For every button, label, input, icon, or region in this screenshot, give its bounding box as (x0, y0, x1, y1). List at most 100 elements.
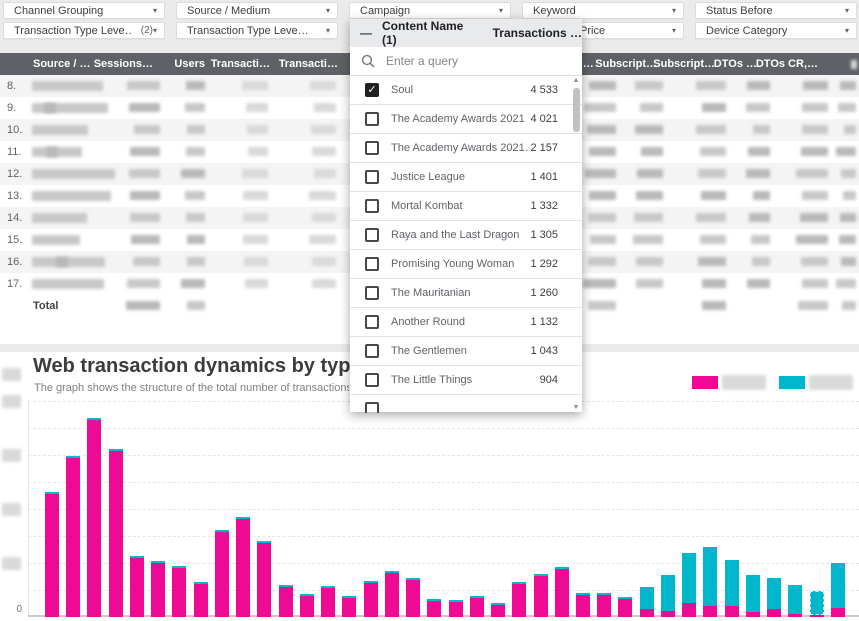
filter-option-soul[interactable]: ✓ Soul 4 533 (350, 76, 582, 105)
filter-search-input[interactable] (384, 53, 582, 69)
filter-chip-source-medium[interactable]: Source / Medium ▾ (176, 2, 338, 19)
column-header-source[interactable]: Source / … (33, 58, 91, 70)
unchecked-checkbox-icon[interactable] (365, 344, 379, 358)
chart-bar[interactable] (384, 571, 399, 617)
chart-bar[interactable] (745, 575, 760, 617)
redacted-cell (589, 235, 616, 244)
chart-bar[interactable] (767, 578, 782, 617)
chart-bar[interactable] (788, 585, 803, 617)
chart-bar[interactable] (129, 556, 144, 617)
scroll-up-icon[interactable]: ▲ (572, 77, 580, 84)
legend-swatch-cyan[interactable] (779, 376, 805, 389)
column-header-users[interactable]: Users (174, 58, 205, 70)
chart-bar[interactable] (554, 567, 569, 617)
unchecked-checkbox-icon[interactable] (365, 315, 379, 329)
chart-bar[interactable] (597, 593, 612, 617)
filter-option-raya-and-the-last-dragon[interactable]: Raya and the Last Dragon 1 305 (350, 221, 582, 250)
chart-bar[interactable] (576, 593, 590, 617)
column-header-subscript[interactable]: Subscript… (653, 58, 715, 70)
chart-bar[interactable] (45, 492, 59, 617)
chart-bar[interactable] (469, 596, 484, 617)
unchecked-checkbox-icon[interactable] (365, 112, 379, 126)
filter-chip-keyword[interactable]: Keyword ▾ (522, 2, 684, 19)
chart-bar[interactable] (512, 582, 527, 617)
chart-bar[interactable] (703, 547, 718, 617)
chart-bar[interactable] (214, 530, 229, 617)
filter-option-another-round[interactable]: Another Round 1 132 (350, 308, 582, 337)
chart-bar[interactable] (299, 594, 314, 617)
chart-bar[interactable] (236, 517, 251, 617)
unchecked-checkbox-icon[interactable] (365, 402, 379, 413)
legend-swatch-pink[interactable] (692, 376, 718, 389)
column-header-sessions[interactable]: Sessions… (93, 58, 153, 70)
redacted-cell (244, 257, 268, 266)
unchecked-checkbox-icon[interactable] (365, 141, 379, 155)
filter-option-partial[interactable] (350, 395, 582, 413)
chart-bar[interactable] (193, 582, 208, 617)
unchecked-checkbox-icon[interactable] (365, 170, 379, 184)
chart-bar[interactable] (639, 587, 654, 617)
redacted-cell (244, 279, 268, 288)
filter-option-the-academy-awards-2021[interactable]: The Academy Awards 2021… 2 157 (350, 134, 582, 163)
chart-bar[interactable] (151, 561, 166, 617)
column-header-dtos-cr[interactable]: DTOs CR,… (755, 58, 818, 70)
filter-chip-campaign[interactable]: Campaign ▾ (349, 2, 511, 19)
column-header-transacti[interactable]: Transacti… (278, 58, 338, 70)
scrollbar-thumb[interactable] (573, 88, 580, 132)
filter-option-promising-young-woman[interactable]: Promising Young Woman 1 292 (350, 250, 582, 279)
chart-bar[interactable] (342, 596, 357, 617)
chart-bar[interactable] (618, 597, 633, 617)
chart-bar[interactable] (66, 456, 81, 617)
filter-chip-channel-grouping[interactable]: Channel Grouping ▾ (3, 2, 165, 19)
chart-bar[interactable] (809, 591, 824, 617)
filter-chip-transaction-type-leve[interactable]: Transaction Type Leve… (2) ▾ (3, 22, 165, 39)
chart-bar[interactable] (448, 600, 463, 617)
column-header-subscript[interactable]: Subscript… (595, 58, 657, 70)
unchecked-checkbox-icon[interactable] (365, 257, 379, 271)
filter-dimension-header[interactable]: Content Name (1) (382, 19, 464, 47)
chart-bar[interactable] (491, 603, 506, 617)
unchecked-checkbox-icon[interactable] (365, 286, 379, 300)
filter-option-justice-league[interactable]: Justice League 1 401 (350, 163, 582, 192)
scrollbar[interactable]: ▲ ▼ (571, 76, 581, 413)
chart-bar[interactable] (406, 578, 421, 617)
bar-segment-cyan (278, 585, 293, 587)
filter-option-the-mauritanian[interactable]: The Mauritanian 1 260 (350, 279, 582, 308)
column-header-transacti[interactable]: Transacti… (210, 58, 270, 70)
filter-chip-label: Source / Medium (187, 4, 271, 17)
filter-option-the-academy-awards-2021[interactable]: The Academy Awards 2021 4 021 (350, 105, 582, 134)
unchecked-checkbox-icon[interactable] (365, 373, 379, 387)
redacted-cell (699, 235, 726, 244)
unchecked-checkbox-icon[interactable] (365, 228, 379, 242)
redacted-cell (588, 213, 616, 222)
redacted-cell (127, 81, 160, 90)
chart-bar[interactable] (108, 449, 123, 617)
chart-bar[interactable] (427, 599, 442, 617)
checked-checkbox-icon[interactable]: ✓ (365, 83, 379, 97)
chart-bar[interactable] (660, 575, 675, 617)
chart-bar[interactable] (830, 563, 845, 617)
chart-bar[interactable] (87, 418, 102, 617)
chart-bar[interactable] (321, 586, 336, 617)
collapse-minus-icon[interactable]: — (360, 26, 372, 40)
column-header-dtos[interactable]: DTOs … (713, 58, 757, 70)
chart-bar[interactable] (172, 566, 187, 617)
chart-bar[interactable] (278, 585, 293, 617)
filter-option-the-gentlemen[interactable]: The Gentlemen 1 043 (350, 337, 582, 366)
chart-bar[interactable] (363, 581, 378, 617)
filter-chip-status-before[interactable]: Status Before ▾ (695, 2, 857, 19)
redacted-cell (241, 81, 268, 90)
filter-option-the-little-things[interactable]: The Little Things 904 (350, 366, 582, 395)
chart-bar[interactable] (724, 560, 739, 617)
chart-bar[interactable] (533, 574, 548, 617)
filter-chip-device-category[interactable]: Device Category ▾ (695, 22, 857, 39)
filter-chip-count: (2) (140, 25, 153, 36)
row-number: 15. (7, 234, 23, 246)
filter-metric-header[interactable]: Transactions … (492, 26, 582, 40)
filter-option-mortal-kombat[interactable]: Mortal Kombat 1 332 (350, 192, 582, 221)
chart-bar[interactable] (682, 553, 697, 617)
scroll-down-icon[interactable]: ▼ (572, 404, 580, 411)
chart-bar[interactable] (257, 541, 272, 617)
unchecked-checkbox-icon[interactable] (365, 199, 379, 213)
filter-chip-transaction-type-leve[interactable]: Transaction Type Leve… ▾ (176, 22, 338, 39)
